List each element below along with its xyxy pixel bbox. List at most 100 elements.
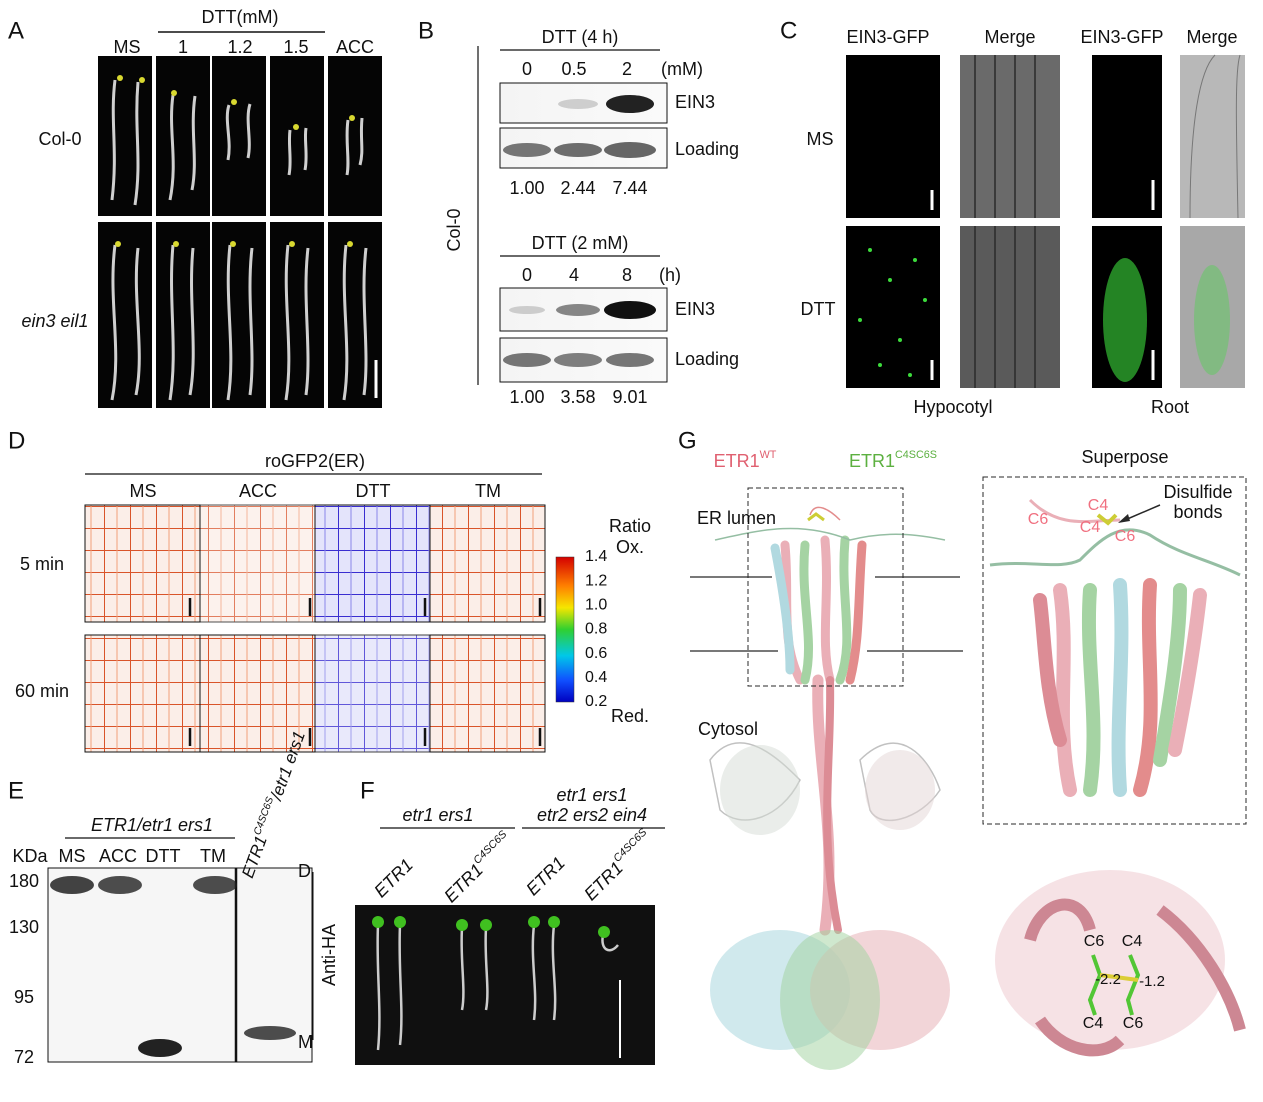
column-label: EIN3-GFP [846, 27, 929, 47]
quantification: 3.58 [560, 387, 595, 407]
residue-label: C6 [1084, 933, 1105, 950]
colorbar-tick: 1.2 [585, 572, 607, 589]
superscript: C4SC6S [471, 828, 510, 867]
column-label: DTT [356, 481, 391, 501]
compartment-label: Cytosol [698, 719, 758, 739]
colorbar-label: Red. [611, 706, 649, 726]
residue-label: C6 [1115, 528, 1136, 545]
row-label: Col-0 [38, 129, 81, 149]
column-label: MS [114, 37, 141, 57]
distance-label: -2.2 [1095, 971, 1121, 988]
colorbar-title: Ratio [609, 516, 651, 536]
panel-label: B [418, 17, 434, 44]
panel-label: F [360, 777, 375, 804]
treatment-header: DTT(mM) [202, 7, 279, 27]
marker-label: 130 [9, 917, 39, 937]
group-label: etr2 ers2 ein4 [537, 805, 647, 825]
panel-b-blots [477, 46, 668, 385]
marker-label: 180 [9, 871, 39, 891]
lane-label: 2 [622, 59, 632, 79]
unit-label: (h) [659, 265, 681, 285]
panel-label: C [780, 17, 797, 44]
column-label: MS [130, 481, 157, 501]
column-label: TM [475, 481, 501, 501]
lane-label: 4 [569, 265, 579, 285]
blot-header: DTT (2 mM) [532, 233, 629, 253]
line-label: ETR1 [370, 855, 417, 902]
column-label: ACC [336, 37, 374, 57]
distance-label: -1.2 [1139, 973, 1165, 990]
quantification: 7.44 [612, 178, 647, 198]
group-label: etr1 ers1 [402, 805, 473, 825]
gene-name: ETR1 [849, 451, 895, 471]
column-label: 1.2 [227, 37, 252, 57]
panel-c-images [846, 54, 1245, 388]
superscript: C4SC6S [252, 795, 276, 836]
panel-label: D [8, 427, 25, 454]
row-label: DTT [801, 299, 836, 319]
row-label: 5 min [20, 554, 64, 574]
lane-label: 0 [522, 59, 532, 79]
superscript: C4SC6S [895, 449, 937, 461]
column-label: 1.5 [283, 37, 308, 57]
residue-label: C6 [1028, 511, 1049, 528]
quantification: 1.00 [509, 387, 544, 407]
panel-label: E [8, 777, 24, 804]
annotation: bonds [1173, 502, 1222, 522]
annotation: Disulfide [1163, 482, 1232, 502]
band-label: Loading [675, 349, 739, 369]
band-label: EIN3 [675, 92, 715, 112]
column-label: 1 [178, 37, 188, 57]
lane-label: DTT [146, 846, 181, 866]
column-label: ACC [239, 481, 277, 501]
superscript: C4SC6S [611, 826, 650, 865]
unit-label: (mM) [661, 59, 703, 79]
residue-label: C4 [1083, 1015, 1104, 1032]
quantification: 2.44 [560, 178, 595, 198]
colorbar-tick: 0.6 [585, 645, 607, 662]
tissue-label: Root [1151, 397, 1189, 417]
colorbar-tick: 0.8 [585, 621, 607, 638]
genotype-label: Col-0 [444, 208, 464, 251]
lane-label: 0 [522, 265, 532, 285]
band-label: Loading [675, 139, 739, 159]
panel-a-images [98, 31, 382, 408]
marker-unit: KDa [12, 846, 48, 866]
band-label: EIN3 [675, 299, 715, 319]
line-label: ETR1C4SC6S [579, 826, 657, 904]
compartment-label: ER lumen [697, 508, 776, 528]
band-label: D [298, 861, 311, 881]
line-label: ETR1 [522, 853, 569, 900]
header: ETR1/etr1 ers1 [91, 815, 213, 835]
lane-label: MS [59, 846, 86, 866]
residue-label: C4 [1122, 933, 1143, 950]
residue-label: C4 [1080, 519, 1101, 536]
panel-f-image [355, 827, 665, 1065]
tissue-label: Hypocotyl [913, 397, 992, 417]
column-label: EIN3-GFP [1080, 27, 1163, 47]
header: roGFP2(ER) [265, 451, 365, 471]
line-label: ETR1C4SC6S [439, 828, 517, 906]
column-label: Merge [1186, 27, 1237, 47]
legend-entry: ETR1C4SC6S [849, 449, 937, 471]
lane-label: TM [200, 846, 226, 866]
panel-label: G [678, 427, 697, 454]
gene-name: ETR1 [522, 853, 569, 900]
marker-label: 95 [14, 987, 34, 1007]
superscript: WT [760, 449, 777, 461]
antibody-label: Anti-HA [319, 924, 339, 986]
group-label: etr1 ers1 [556, 785, 627, 805]
lane-label: ACC [99, 846, 137, 866]
panel-g-structure [690, 476, 1247, 1070]
colorbar-tick: 0.4 [585, 669, 607, 686]
colorbar-tick: 1.0 [585, 597, 607, 614]
colorbar-tick: 0.2 [585, 693, 607, 710]
panel-d-images [84, 473, 575, 753]
quantification: 1.00 [509, 178, 544, 198]
gene-name: ETR1 [440, 860, 487, 907]
quantification: 9.01 [612, 387, 647, 407]
residue-label: C6 [1123, 1015, 1144, 1032]
inset-title: Superpose [1081, 447, 1168, 467]
